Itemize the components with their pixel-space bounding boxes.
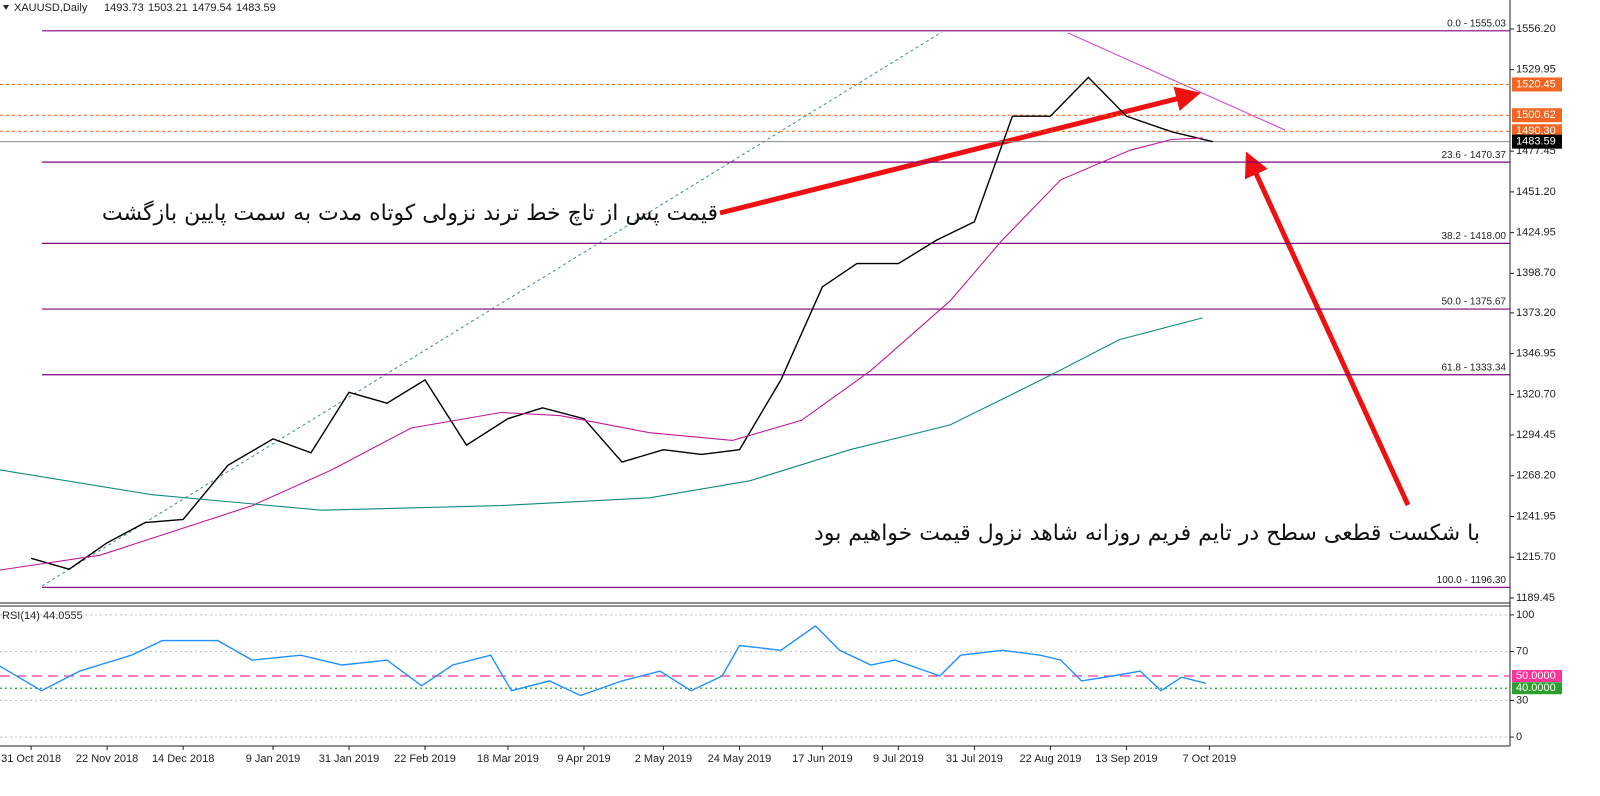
x-tick-label: 22 Nov 2018 — [76, 753, 138, 765]
ohlc-high: 1503.21 — [148, 2, 188, 14]
level-label: 50.0000 — [1516, 670, 1556, 682]
x-tick-label: 9 Jan 2019 — [246, 753, 300, 765]
fib-label: 38.2 - 1418.00 — [1442, 231, 1507, 242]
price-box — [1512, 108, 1562, 123]
series-line — [0, 317, 1203, 511]
annotation-arrow — [1244, 151, 1411, 507]
x-tick-label: 2 May 2019 — [635, 753, 692, 765]
fib-label: 61.8 - 1333.34 — [1442, 362, 1507, 373]
price-label: 1500.62 — [1516, 109, 1556, 121]
annotation-arrow — [719, 86, 1201, 216]
fib-label: 50.0 - 1375.67 — [1442, 297, 1507, 308]
x-tick-label: 17 Jun 2019 — [792, 753, 853, 765]
menu-triangle — [3, 5, 9, 10]
level-box — [1512, 682, 1562, 695]
y-tick-label: 1424.95 — [1516, 227, 1556, 239]
y-tick-label: 1529.95 — [1516, 64, 1556, 76]
series-line — [30, 76, 1213, 570]
annotation: قیمت پس از تاچ خط ترند نزولی کوتاه مدت ب… — [101, 201, 718, 226]
rsi-title: RSI(14) 44.0555 — [2, 610, 83, 622]
ohlc-close: 1483.59 — [236, 2, 276, 14]
y-tick-label: 70 — [1516, 645, 1528, 657]
x-tick-label: 31 Jan 2019 — [319, 753, 380, 765]
fib-label: 100.0 - 1196.30 — [1437, 575, 1507, 586]
x-tick-label: 31 Jul 2019 — [946, 753, 1003, 765]
ohlc-low: 1479.54 — [192, 2, 232, 14]
y-tick-label: 1451.20 — [1516, 186, 1556, 198]
price-label: 1520.45 — [1516, 78, 1556, 90]
y-tick-label: 1294.45 — [1516, 429, 1556, 441]
y-tick-label: 0 — [1516, 731, 1522, 743]
y-tick-label: 1215.70 — [1516, 551, 1556, 563]
annotation: با شکست قطعی سطح در تایم فریم روزانه شاه… — [814, 521, 1480, 546]
y-tick-label: 1556.20 — [1516, 23, 1556, 35]
current-price-box — [1512, 134, 1562, 149]
price-box — [1512, 77, 1562, 92]
x-tick-label: 22 Aug 2019 — [1020, 753, 1082, 765]
level-box — [1512, 670, 1562, 682]
x-tick-label: 7 Oct 2019 — [1182, 753, 1236, 765]
level-label: 40.0000 — [1516, 682, 1556, 694]
downtrend-line — [1067, 32, 1286, 131]
x-tick-label: 31 Oct 2018 — [1, 753, 61, 765]
x-tick-label: 24 May 2019 — [708, 753, 772, 765]
y-tick-label: 30 — [1516, 694, 1528, 706]
fib-label: 0.0 - 1555.03 — [1447, 18, 1506, 29]
x-tick-label: 22 Feb 2019 — [394, 753, 456, 765]
y-tick-label: 1398.70 — [1516, 267, 1556, 279]
series-line — [0, 624, 1207, 697]
y-tick-label: 1241.95 — [1516, 510, 1556, 522]
x-tick-label: 9 Apr 2019 — [557, 753, 610, 765]
x-tick-label: 13 Sep 2019 — [1095, 753, 1157, 765]
y-tick-label: 1346.95 — [1516, 348, 1556, 360]
y-tick-label: 1373.20 — [1516, 307, 1556, 319]
x-tick-label: 14 Dec 2018 — [152, 753, 214, 765]
y-tick-label: 100 — [1516, 609, 1534, 621]
series-line — [0, 137, 1203, 571]
price-label: 1490.30 — [1516, 125, 1556, 137]
y-tick-label: 1189.45 — [1516, 592, 1555, 604]
current-price-label: 1483.59 — [1516, 136, 1556, 148]
symbol-title: XAUUSD,Daily — [14, 2, 88, 14]
x-tick-label: 9 Jul 2019 — [873, 753, 924, 765]
y-tick-label: 1320.70 — [1516, 388, 1556, 400]
fib-label: 23.6 - 1470.37 — [1442, 150, 1507, 161]
y-tick-label: 1268.20 — [1516, 470, 1556, 482]
x-tick-label: 18 Mar 2019 — [477, 753, 539, 765]
ohlc-open: 1493.73 — [104, 2, 144, 14]
